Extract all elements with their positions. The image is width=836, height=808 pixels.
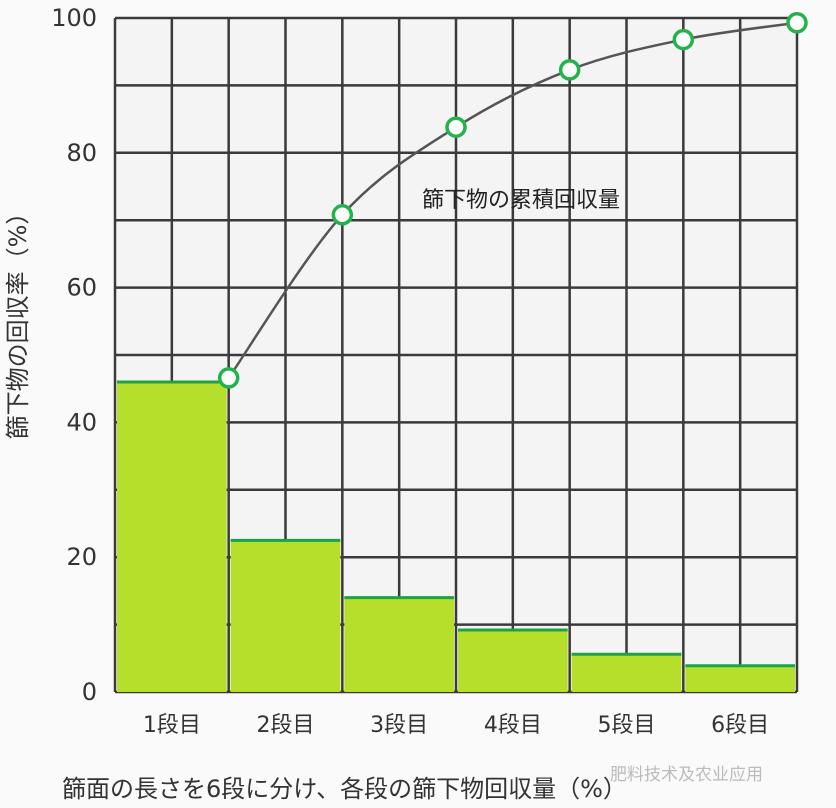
x-tick-label: 5段目 [598, 713, 656, 738]
bar [344, 597, 454, 692]
cumulative-point [672, 28, 695, 51]
x-tick-label: 4段目 [484, 713, 542, 738]
y-axis-title: 篩下物の回収率（%） [4, 201, 32, 440]
y-tick-label: 0 [82, 678, 97, 706]
cumulative-point [558, 59, 581, 81]
x-tick-label: 2段目 [257, 713, 315, 738]
bar [685, 665, 795, 692]
y-tick-label: 80 [66, 139, 97, 167]
bar [458, 629, 568, 692]
plot-area: 0 20 40 60 80 100 1段目 2段目 3段目 4段目 5段目 6段目 [51, 4, 808, 738]
cumulative-point [217, 367, 240, 389]
bar [117, 381, 227, 692]
y-tick-label: 20 [66, 543, 97, 571]
y-tick-label: 100 [51, 4, 97, 32]
bar [230, 540, 341, 692]
x-tick-label: 1段目 [143, 713, 201, 738]
y-tick-label: 40 [66, 408, 97, 436]
bar [571, 654, 682, 692]
cumulative-point [331, 204, 354, 226]
cumulative-point [786, 11, 808, 34]
x-axis-title: 篩面の長さを6段に分け、各段の篩下物回収量（%） [62, 775, 627, 803]
watermark: 肥料技术及农业应用 [610, 765, 763, 785]
y-tick-label: 60 [66, 274, 97, 302]
cumulative-point [445, 116, 467, 138]
x-tick-label: 6段目 [711, 713, 769, 738]
line-annotation: 篩下物の累積回収量 [422, 188, 620, 213]
x-tick-label: 3段目 [370, 713, 428, 738]
